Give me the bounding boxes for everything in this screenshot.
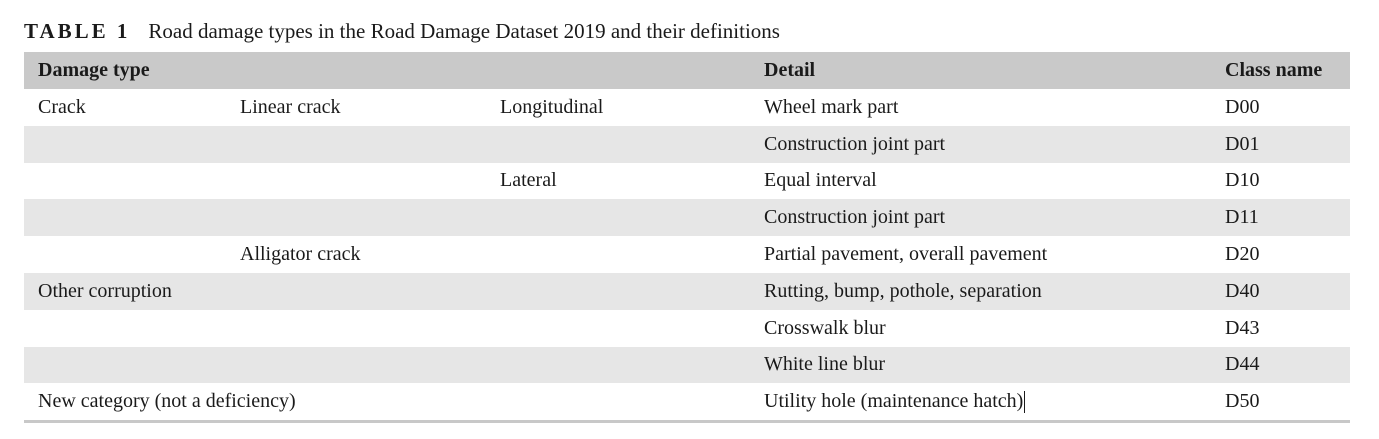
class-name-cell: D01 [1225,132,1260,155]
detail-text: Utility hole (maintenance hatch) [764,390,1024,413]
damage-types-table: Damage type Detail Class name Crack Line… [24,52,1350,424]
header-damage-type: Damage type [38,59,150,81]
detail-cell: Construction joint part [764,206,946,229]
detail-cell: Partial pavement, overall pavement [764,243,1048,266]
text-cursor [1024,390,1026,413]
header-class-name: Class name [1225,59,1323,81]
class-name-cell: D50 [1225,390,1260,413]
table-row: Alligator crack Partial pavement, overal… [24,236,1350,273]
damage-category-cell: Crack [38,95,86,118]
detail-cell: White line blur [764,353,886,376]
table-title: Road damage types in the Road Damage Dat… [148,19,780,43]
table-row: Construction joint part D01 [24,125,1350,163]
detail-cell: Wheel mark part [764,95,899,118]
damage-direction-cell: Lateral [500,169,557,192]
table-caption: TABLE 1 Road damage types in the Road Dam… [24,18,780,44]
class-name-cell: D20 [1225,243,1260,266]
damage-subtype-cell: Alligator crack [240,243,361,266]
table-label: TABLE 1 [24,19,131,43]
class-name-cell: D10 [1225,169,1260,192]
damage-category-cell: New category (not a deficiency) [38,390,296,413]
table-row: Other corruption Rutting, bump, pothole,… [24,272,1350,310]
detail-cell: Equal interval [764,169,877,192]
detail-cell: Crosswalk blur [764,316,886,339]
damage-direction-cell: Longitudinal [500,95,604,118]
class-name-cell: D40 [1225,279,1260,302]
table-row: White line blur D44 [24,346,1350,384]
table-row: Lateral Equal interval D10 [24,163,1350,200]
class-name-cell: D44 [1225,353,1260,376]
table-row: Crosswalk blur D43 [24,310,1350,347]
class-name-cell: D00 [1225,95,1260,118]
table-header-row: Damage type Detail Class name [24,52,1350,89]
table-row: New category (not a deficiency) Utility … [24,383,1350,420]
damage-category-cell: Other corruption [38,279,172,302]
table-row: Construction joint part D11 [24,199,1350,237]
table-row: Crack Linear crack Longitudinal Wheel ma… [24,89,1350,126]
class-name-cell: D43 [1225,316,1260,339]
header-detail: Detail [764,59,816,81]
class-name-cell: D11 [1225,206,1259,229]
detail-cell: Construction joint part [764,132,946,155]
detail-cell: Rutting, bump, pothole, separation [764,279,1042,302]
damage-subtype-cell: Linear crack [240,95,341,118]
detail-cell: Utility hole (maintenance hatch) [764,383,1026,420]
